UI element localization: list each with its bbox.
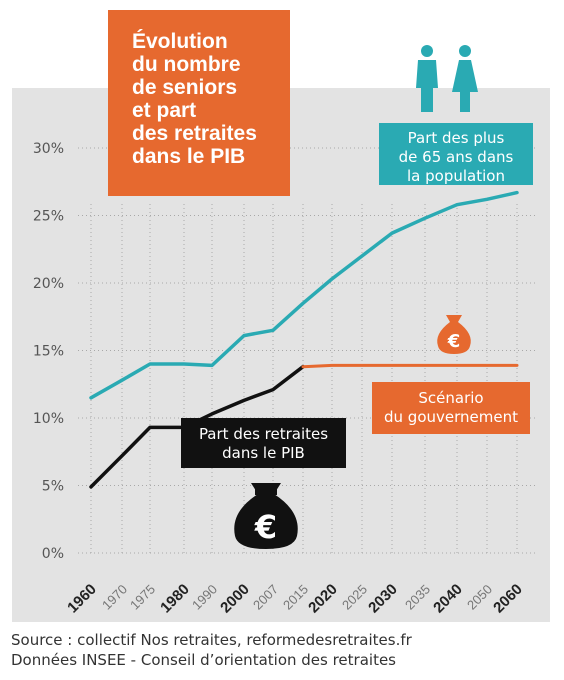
svg-text:€: €: [254, 508, 277, 546]
y-tick-label: 5%: [42, 479, 64, 495]
y-tick-label: 20%: [33, 276, 64, 292]
x-tick-label: 1960: [64, 581, 100, 617]
chart-title: Évolution du nombre de seniors et part d…: [108, 10, 290, 196]
callout-line: Part des retraites: [198, 425, 329, 443]
y-tick-label: 30%: [33, 141, 64, 157]
x-tick-label: 1975: [127, 582, 158, 613]
data-source-line: Données INSEE - Conseil d’orientation de…: [11, 651, 396, 669]
callout-line: du gouvernement: [384, 408, 518, 426]
x-tick-label: 2035: [402, 582, 433, 613]
callout-line: Part des plus: [407, 129, 505, 147]
series-line-0: [89, 190, 519, 400]
y-tick-label: 25%: [33, 209, 64, 225]
title-line: Évolution: [132, 30, 228, 53]
title-line: des retraites: [132, 122, 257, 145]
x-tick-label: 2025: [339, 582, 370, 613]
y-tick-label: 15%: [33, 344, 64, 360]
callout-line: la population: [407, 167, 505, 185]
population-callout: Part des plus de 65 ans dans la populati…: [379, 123, 533, 185]
title-line: du nombre: [132, 53, 241, 76]
source-line: Source : collectif Nos retraites, reform…: [11, 631, 412, 649]
x-tick-label: 2040: [430, 581, 466, 617]
y-tick-label: 10%: [33, 411, 64, 427]
x-tick-label: 2030: [365, 581, 401, 617]
x-tick-label: 2007: [250, 582, 281, 613]
scenario-callout: Scénario du gouvernement: [372, 382, 530, 434]
x-tick-label: 1990: [189, 582, 220, 613]
callout-line: dans le PIB: [222, 444, 305, 462]
svg-text:€: €: [447, 331, 461, 352]
title-line: et part: [132, 99, 197, 122]
pib-callout: Part des retraites dans le PIB: [181, 418, 346, 468]
callout-line: Scénario: [418, 389, 484, 407]
x-tick-label: 1970: [99, 582, 130, 613]
x-tick-label: 2020: [305, 581, 341, 617]
title-line: de seniors: [132, 76, 238, 99]
euro-money-bag-icon: €: [437, 315, 471, 354]
x-tick-label: 2050: [464, 582, 495, 613]
series-line-2: [301, 363, 519, 369]
title-line: dans le PIB: [132, 145, 246, 168]
x-tick-label: 2060: [490, 581, 526, 617]
x-tick-label: 1980: [157, 581, 193, 617]
x-tick-label: 2015: [280, 582, 311, 613]
source-footer: Source : collectif Nos retraites, reform…: [11, 630, 412, 670]
man-woman-icon: [416, 45, 478, 112]
y-tick-label: 0%: [42, 546, 64, 562]
callout-line: de 65 ans dans: [398, 148, 514, 166]
euro-money-bag-icon: €: [234, 483, 298, 549]
x-tick-label: 2000: [217, 581, 253, 617]
